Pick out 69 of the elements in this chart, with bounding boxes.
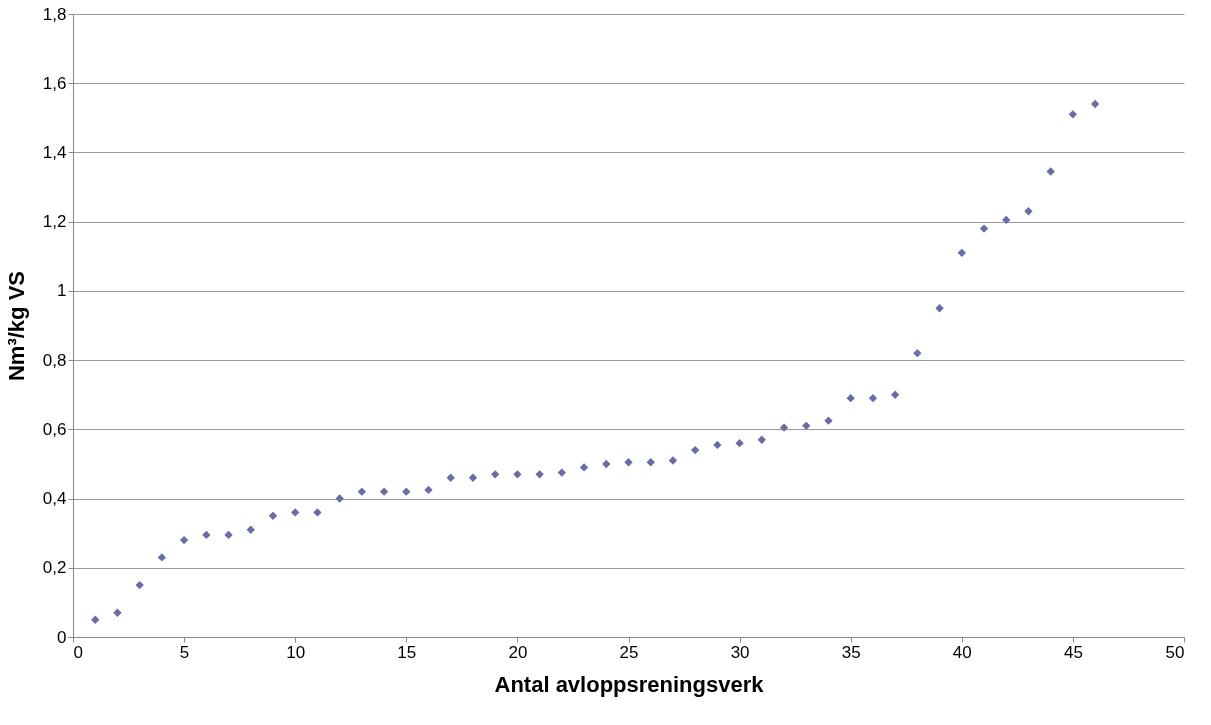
- x-axis-title: Antal avloppsreningsverk: [494, 671, 765, 697]
- point: [246, 525, 255, 534]
- y-tick-label: 0,4: [42, 489, 67, 509]
- point: [846, 394, 855, 403]
- y-tick-label: 1,6: [42, 73, 67, 93]
- point: [135, 580, 144, 590]
- x-tick-label: 40: [952, 642, 972, 662]
- point: [113, 608, 122, 617]
- y-tick-label: 0,6: [42, 419, 67, 439]
- x-tick-label: 30: [730, 642, 750, 662]
- x-tick-label: 10: [286, 642, 306, 662]
- x-tick-label: 5: [179, 642, 190, 662]
- point: [890, 390, 900, 399]
- point: [1068, 110, 1078, 119]
- point: [957, 248, 966, 257]
- y-tick-label: 0,2: [42, 558, 67, 578]
- point: [513, 470, 522, 479]
- x-tick-label: 20: [508, 642, 528, 662]
- point: [802, 421, 811, 431]
- point: [91, 615, 100, 624]
- point: [824, 416, 833, 425]
- x-tick-label: 50: [1165, 642, 1185, 662]
- point: [157, 553, 167, 562]
- point: [202, 530, 211, 540]
- point: [424, 485, 433, 495]
- point: [402, 487, 411, 496]
- point: [224, 530, 233, 540]
- point: [868, 394, 878, 403]
- point: [335, 494, 344, 503]
- point: [979, 224, 989, 233]
- y-tick-label: 1,4: [42, 142, 67, 162]
- point: [179, 535, 189, 545]
- x-tick-label: 45: [1063, 642, 1083, 662]
- y-tick-label: 1,2: [42, 212, 67, 232]
- y-tick-label: 1,8: [42, 4, 67, 24]
- point: [313, 508, 322, 517]
- y-tick-label: 0,8: [42, 350, 67, 370]
- point: [1002, 215, 1011, 225]
- point: [935, 304, 944, 313]
- point: [913, 349, 922, 358]
- point: [646, 458, 655, 467]
- point: [713, 440, 722, 450]
- point: [468, 473, 478, 482]
- point: [757, 435, 766, 444]
- point: [357, 487, 367, 496]
- point: [1090, 99, 1100, 109]
- point: [291, 508, 300, 517]
- point: [557, 468, 567, 477]
- x-tick-label: 0: [73, 642, 83, 662]
- point: [446, 473, 455, 482]
- x-tick-label: 35: [841, 642, 861, 662]
- point: [690, 445, 700, 455]
- point: [668, 456, 678, 465]
- x-tick-label: 15: [397, 642, 417, 662]
- point: [579, 463, 589, 472]
- point: [535, 470, 544, 479]
- point: [602, 459, 611, 469]
- y-axis-title: Nm³/kg VS: [3, 270, 29, 382]
- point: [1046, 167, 1055, 176]
- point: [491, 470, 500, 479]
- point: [379, 487, 389, 496]
- y-tick-label: 1: [57, 281, 67, 301]
- point: [624, 458, 633, 467]
- point: [779, 423, 789, 432]
- x-tick-label: 25: [619, 642, 639, 662]
- y-tick-label: 0: [57, 627, 67, 647]
- point: [735, 438, 744, 448]
- point: [268, 511, 278, 521]
- point: [1024, 207, 1033, 216]
